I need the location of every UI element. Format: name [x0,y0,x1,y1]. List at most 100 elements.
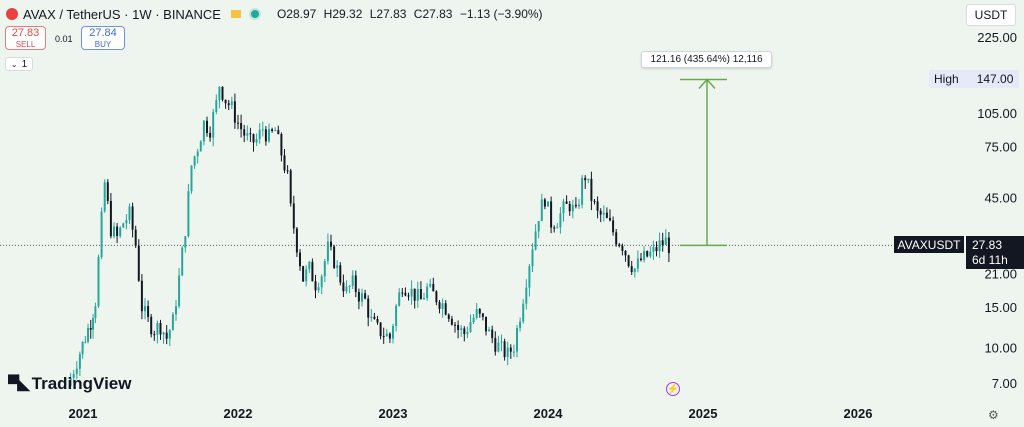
candle [305,269,308,282]
candle [255,139,258,143]
chart-header: AVAX / TetherUS · 1W · BINANCE O28.97 H2… [6,6,547,22]
candle [326,241,329,262]
candle [72,373,75,378]
candle [140,280,143,312]
candle [398,292,401,306]
gear-icon[interactable]: ⚙ [988,408,999,422]
x-tick-label: 2024 [534,406,564,421]
candle [240,122,243,130]
candle [81,341,84,355]
symbol-title[interactable]: AVAX / TetherUS · 1W · BINANCE [23,6,221,22]
candle [190,165,193,192]
candle [568,203,571,212]
candle [215,100,218,112]
candle [667,237,670,253]
candle [463,328,466,335]
currency-selector[interactable]: USDT [966,4,1016,26]
candle [593,200,596,202]
candle [481,313,484,317]
candle [612,220,615,233]
candle [550,201,553,228]
candle [196,151,199,157]
candle [636,258,639,269]
candle [237,122,239,124]
candle [643,251,646,261]
candle [441,303,444,309]
candle [574,204,577,207]
candle [426,286,429,299]
candle [171,314,174,331]
candle [84,341,87,343]
candle [230,101,233,106]
candle [277,130,280,135]
candle [373,316,376,319]
indicators-toggle[interactable]: ⌄ 1 [5,57,33,71]
candle [218,86,221,101]
candle [175,306,177,315]
candle [578,204,580,207]
tradingview-icon: ▀◣ [8,376,30,393]
candle [159,323,162,335]
candle [314,281,317,291]
candle [407,295,410,297]
ohlc-values: O28.97 H29.32 L27.83 C27.83 −1.13 (−3.90… [276,7,543,21]
candle [271,129,274,131]
candle [364,293,367,299]
candle [212,111,215,138]
candle [168,330,171,339]
candle [109,200,112,237]
measure-tooltip[interactable]: 121.16 (435.64%) 12,116 [641,51,772,68]
candle [488,329,491,332]
candle [261,129,264,131]
candle [547,201,549,207]
candle [640,258,642,261]
candle [116,226,119,237]
candle [209,132,212,138]
candle [410,288,413,297]
sell-button[interactable]: 27.83 SELL [5,26,46,50]
candle [571,204,574,212]
candle [137,245,140,281]
avax-logo-icon [6,8,18,20]
candle [323,261,326,277]
candle [345,286,348,292]
candle [553,227,556,229]
candle [317,287,320,291]
candle [649,251,652,257]
y-tick-label: 15.00 [984,300,1017,315]
candle [103,182,106,212]
candle [630,266,633,273]
lightning-icon[interactable]: ⚡ [666,382,680,396]
candle [113,226,115,237]
flag-icon[interactable] [230,10,241,18]
chevron-down-icon: ⌄ [10,59,18,69]
candle [283,155,286,171]
candle [286,170,289,172]
candle [94,306,97,318]
candle [268,129,270,142]
candle [376,318,379,323]
candle [274,130,277,132]
y-tick-label: 75.00 [984,140,1017,155]
candle [311,261,314,282]
candle [354,275,357,292]
candle [559,213,562,228]
candle [308,261,311,270]
tradingview-logo[interactable]: ▀◣ TradingView [8,374,132,393]
candle [292,203,295,229]
candle [444,303,447,315]
candle [258,129,261,140]
candle [342,282,345,292]
candle [106,182,109,201]
candle [522,303,525,322]
buy-button[interactable]: 27.84 BUY [81,26,125,50]
candle [605,212,608,218]
candle [466,331,469,335]
candle [609,217,611,221]
candle [89,328,92,330]
candle [423,298,425,300]
candle [125,220,128,224]
candle [435,291,438,303]
x-tick-label: 2021 [69,406,98,421]
